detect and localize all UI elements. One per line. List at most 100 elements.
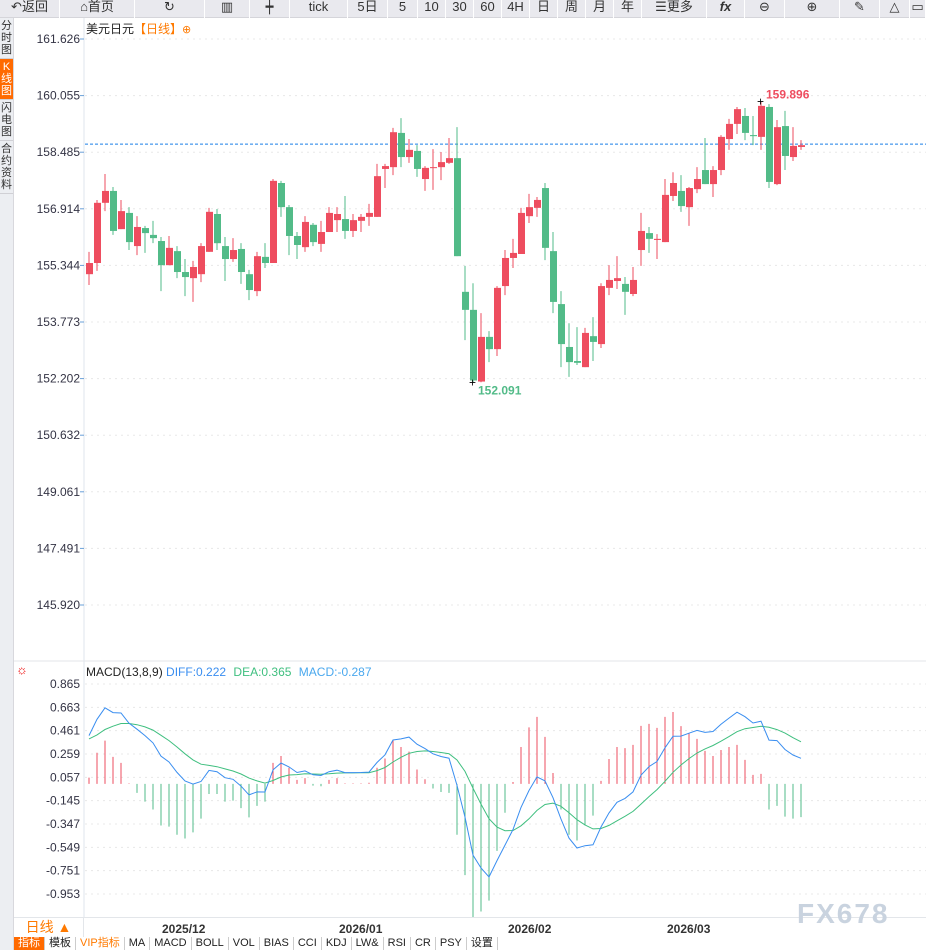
candle (622, 277, 629, 315)
indicator-tab[interactable]: MA (124, 937, 151, 950)
tick-button[interactable]: tick (290, 0, 348, 18)
candle-body (206, 211, 213, 252)
candle (158, 237, 165, 292)
formula-button[interactable]: fx (707, 0, 745, 18)
more-tools-button[interactable]: ▭ (910, 0, 926, 18)
macd-tick-label: 0.259 (50, 747, 80, 761)
candle-body (590, 336, 597, 342)
indicator-tab[interactable]: 指标 (14, 937, 45, 950)
draw-pen-button[interactable]: ✎ (840, 0, 880, 18)
candle-body (694, 179, 701, 190)
toolbar-label: 10 (424, 0, 439, 14)
candle (326, 207, 333, 233)
week-button[interactable]: 周 (558, 0, 586, 18)
zoom-out-icon: ⊖ (759, 0, 770, 14)
candle-body (398, 132, 405, 158)
candle-body (726, 123, 733, 140)
crosshair-circle-icon[interactable]: ⊕ (182, 24, 192, 36)
candle (510, 238, 517, 269)
view-tab[interactable]: 分时图 (0, 18, 13, 59)
indicator-tab[interactable]: MACD (150, 937, 192, 950)
candle-body (414, 150, 421, 169)
candle (766, 104, 773, 189)
candle (542, 183, 549, 261)
candle-body (222, 246, 229, 260)
10min-button[interactable]: 10 (418, 0, 446, 18)
candle (254, 251, 261, 297)
low-marker: + (469, 376, 476, 390)
candle-style-button[interactable]: ┿ (250, 0, 290, 18)
indicator-tab[interactable]: BOLL (191, 937, 229, 950)
60min-button[interactable]: 60 (474, 0, 502, 18)
candle (206, 207, 213, 252)
candle-body (462, 291, 469, 310)
home-icon: ⌂ (80, 0, 88, 14)
candle (294, 232, 301, 260)
indicator-tab[interactable]: KDJ (321, 937, 352, 950)
indicator-tab[interactable]: CR (410, 937, 436, 950)
5min-button[interactable]: 5 (388, 0, 418, 18)
4h-button[interactable]: 4H (502, 0, 530, 18)
indicator-tab[interactable]: BIAS (259, 937, 294, 950)
refresh-button[interactable]: ↻ (135, 0, 205, 18)
candle-body (566, 346, 573, 363)
view-tab[interactable]: K线图 (0, 59, 13, 100)
candle-body (614, 278, 621, 282)
candle-body (382, 166, 389, 169)
symbol-name: 美元日元 (86, 22, 135, 36)
indicator-tab[interactable]: 模板 (45, 937, 76, 950)
candle (102, 173, 109, 212)
indicator-chart-button[interactable]: ▥ (205, 0, 250, 18)
candle (334, 207, 341, 233)
candle-body (494, 287, 501, 350)
candle-body (430, 167, 437, 169)
candle (742, 108, 749, 141)
period-dropdown-button[interactable]: 日线 ▲ (14, 917, 84, 937)
30min-button[interactable]: 30 (446, 0, 474, 18)
indicator-tab[interactable]: RSI (383, 937, 411, 950)
period-label: 【日线】 (134, 22, 183, 36)
year-button[interactable]: 年 (614, 0, 642, 18)
candle-body (174, 251, 181, 273)
candle (142, 225, 149, 253)
toolbar: ↶返回 ⌂首页 ↻ ▥ ┿ tick 5日 5 10 30 60 4H 日周月年 ☰更多 fx ⊖ ⊕ ✎ △ ▭ (0, 0, 926, 18)
back-icon: ↶ (11, 0, 22, 14)
indicator-tab[interactable]: VIP指标 (76, 937, 125, 950)
indicator-tab[interactable]: VOL (228, 937, 260, 950)
candle-body (302, 221, 309, 248)
indicator-tab[interactable]: CCI (293, 937, 322, 950)
price-tick-label: 156.914 (37, 202, 81, 216)
zoom-in-button[interactable]: ⊕ (785, 0, 840, 18)
candle (302, 216, 309, 252)
macd-tick-label: 0.865 (50, 677, 80, 691)
candle (422, 166, 429, 191)
candle-body (758, 105, 765, 137)
candle-body (158, 241, 165, 266)
triangle-tool-button[interactable]: △ (880, 0, 910, 18)
zoom-out-button[interactable]: ⊖ (745, 0, 785, 18)
home-button[interactable]: ⌂首页 (60, 0, 135, 18)
candle (782, 110, 789, 171)
back-button[interactable]: ↶返回 (0, 0, 60, 18)
indicator-tab[interactable]: PSY (435, 937, 467, 950)
more-button[interactable]: ☰更多 (642, 0, 707, 18)
candle-body (238, 248, 245, 273)
5day-button[interactable]: 5日 (348, 0, 388, 18)
candle-body (278, 183, 285, 208)
macd-value: MACD:-0.287 (298, 665, 372, 679)
day-button[interactable]: 日 (530, 0, 558, 18)
candle-body (686, 188, 693, 208)
candle-body (110, 190, 117, 231)
candle (366, 203, 373, 226)
indicator-tab[interactable]: 设置 (466, 937, 498, 950)
month-button[interactable]: 月 (586, 0, 614, 18)
toolbar-label: tick (308, 0, 329, 14)
indicator-tab[interactable]: LW& (351, 937, 384, 950)
candle (758, 101, 765, 150)
candle (638, 212, 645, 266)
candle (286, 204, 293, 256)
view-tab[interactable]: 合约资料 (0, 141, 13, 194)
view-tab[interactable]: 闪电图 (0, 100, 13, 141)
macd-settings-icon[interactable]: ☼ (16, 662, 28, 677)
